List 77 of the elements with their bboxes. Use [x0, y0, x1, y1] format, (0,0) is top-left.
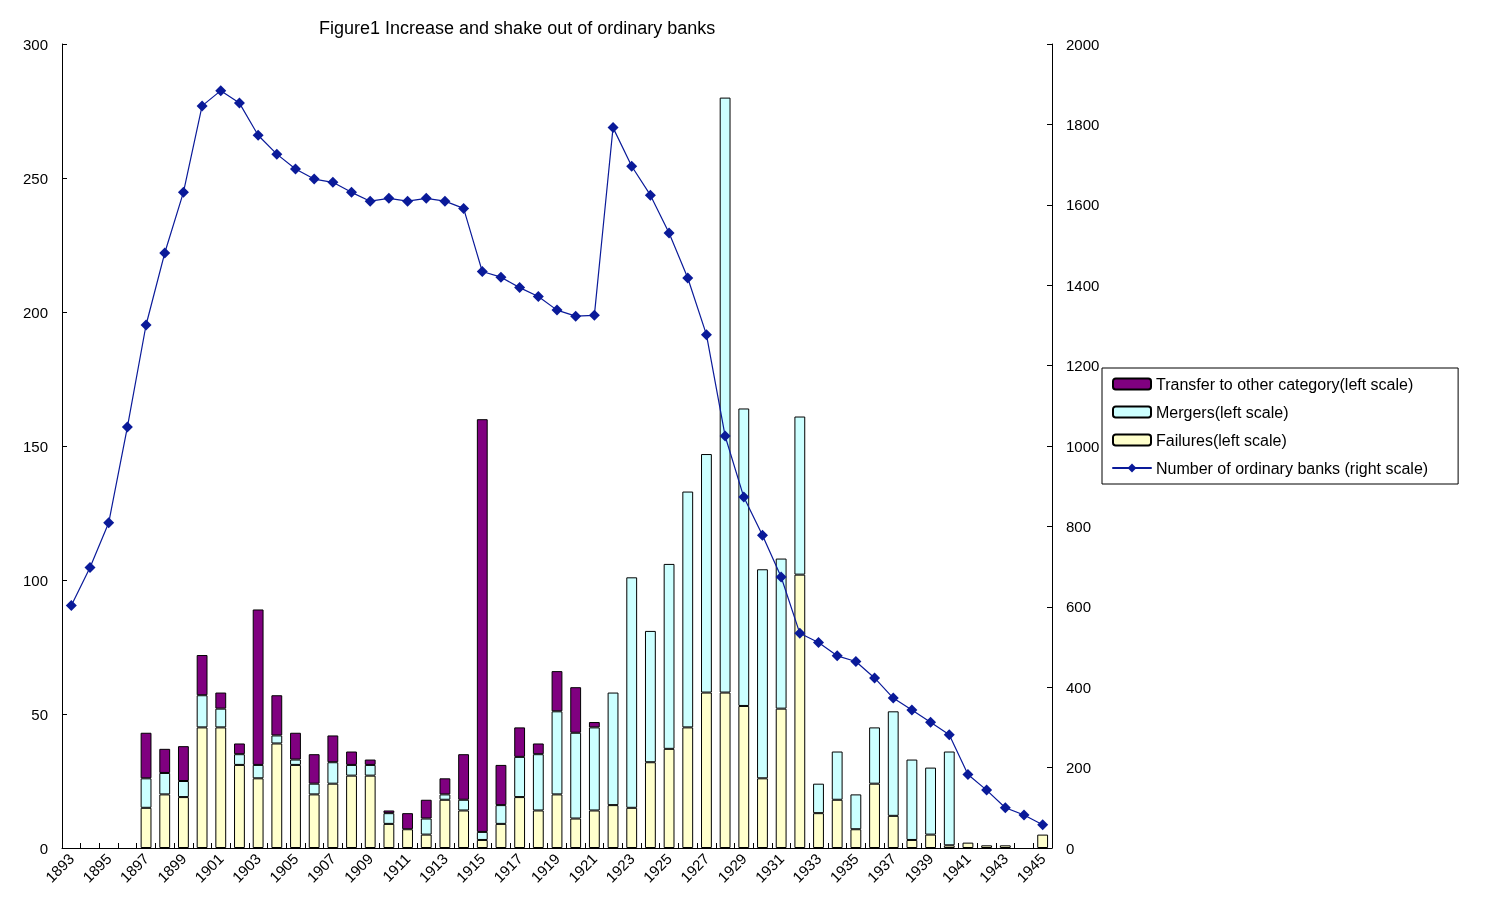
y-tick-label: 250	[22, 169, 48, 187]
point	[458, 202, 470, 214]
point	[252, 129, 264, 141]
point	[271, 148, 283, 160]
point	[943, 729, 955, 741]
point	[831, 650, 843, 662]
point	[289, 163, 301, 175]
point	[514, 282, 526, 294]
point	[607, 122, 619, 134]
legend-label: Failures(left scale)	[1156, 431, 1287, 449]
point	[383, 192, 395, 204]
legend-label: Mergers(left scale)	[1156, 403, 1289, 421]
point	[103, 517, 115, 529]
point	[476, 266, 488, 278]
point	[177, 186, 189, 198]
point	[719, 430, 731, 442]
y-tick-label: 150	[22, 437, 48, 455]
point	[962, 768, 974, 780]
point	[775, 571, 787, 583]
point	[850, 655, 862, 667]
point	[887, 692, 899, 704]
legend-label: Number of ordinary banks (right scale)	[1156, 459, 1429, 477]
point	[999, 802, 1011, 814]
point	[121, 421, 133, 433]
point	[1037, 819, 1049, 831]
point	[84, 561, 96, 573]
point	[925, 716, 937, 728]
point	[327, 176, 339, 188]
point	[981, 784, 993, 796]
point	[346, 186, 358, 198]
point	[906, 704, 918, 716]
y2-tick-label: 1600	[1066, 196, 1100, 214]
y-tick-label: 100	[22, 571, 48, 589]
y2-tick-label: 1800	[1066, 115, 1100, 133]
point	[682, 272, 694, 284]
y2-tick-label: 0	[1066, 839, 1075, 857]
y-tick-label: 50	[31, 705, 48, 723]
y2-tick-label: 200	[1066, 759, 1092, 777]
point	[532, 290, 544, 302]
y2-tick-label: 400	[1066, 678, 1092, 696]
point	[663, 227, 675, 239]
point	[570, 310, 582, 322]
point	[308, 173, 320, 185]
point	[196, 100, 208, 112]
y-tick-label: 300	[22, 35, 48, 53]
point	[644, 189, 656, 201]
point	[738, 491, 750, 503]
chart-title: Figure1 Increase and shake out of ordinary banks	[319, 18, 716, 38]
point	[495, 271, 507, 283]
point	[626, 160, 638, 172]
y-tick-label: 0	[39, 839, 48, 857]
point	[159, 247, 171, 259]
point	[420, 192, 432, 204]
y2-tick-label: 600	[1066, 598, 1092, 616]
point	[551, 304, 563, 316]
y2-tick-label: 1200	[1066, 357, 1100, 375]
y2-tick-label: 1000	[1066, 437, 1100, 455]
point	[140, 319, 152, 331]
bar	[943, 751, 955, 846]
legend-label: Transfer to other category(left scale)	[1156, 375, 1414, 393]
point	[439, 195, 451, 207]
point	[588, 309, 600, 321]
point	[700, 329, 712, 341]
point	[65, 600, 77, 612]
point	[402, 195, 414, 207]
y-tick-label: 200	[22, 303, 48, 321]
point	[215, 85, 227, 97]
point	[813, 637, 825, 649]
y2-tick-label: 2000	[1066, 35, 1100, 53]
point	[869, 672, 881, 684]
point	[1018, 809, 1030, 821]
y2-tick-label: 1400	[1066, 276, 1100, 294]
point	[794, 627, 806, 639]
point	[233, 97, 245, 109]
point	[756, 529, 768, 541]
point	[364, 195, 376, 207]
y2-tick-label: 800	[1066, 517, 1092, 535]
